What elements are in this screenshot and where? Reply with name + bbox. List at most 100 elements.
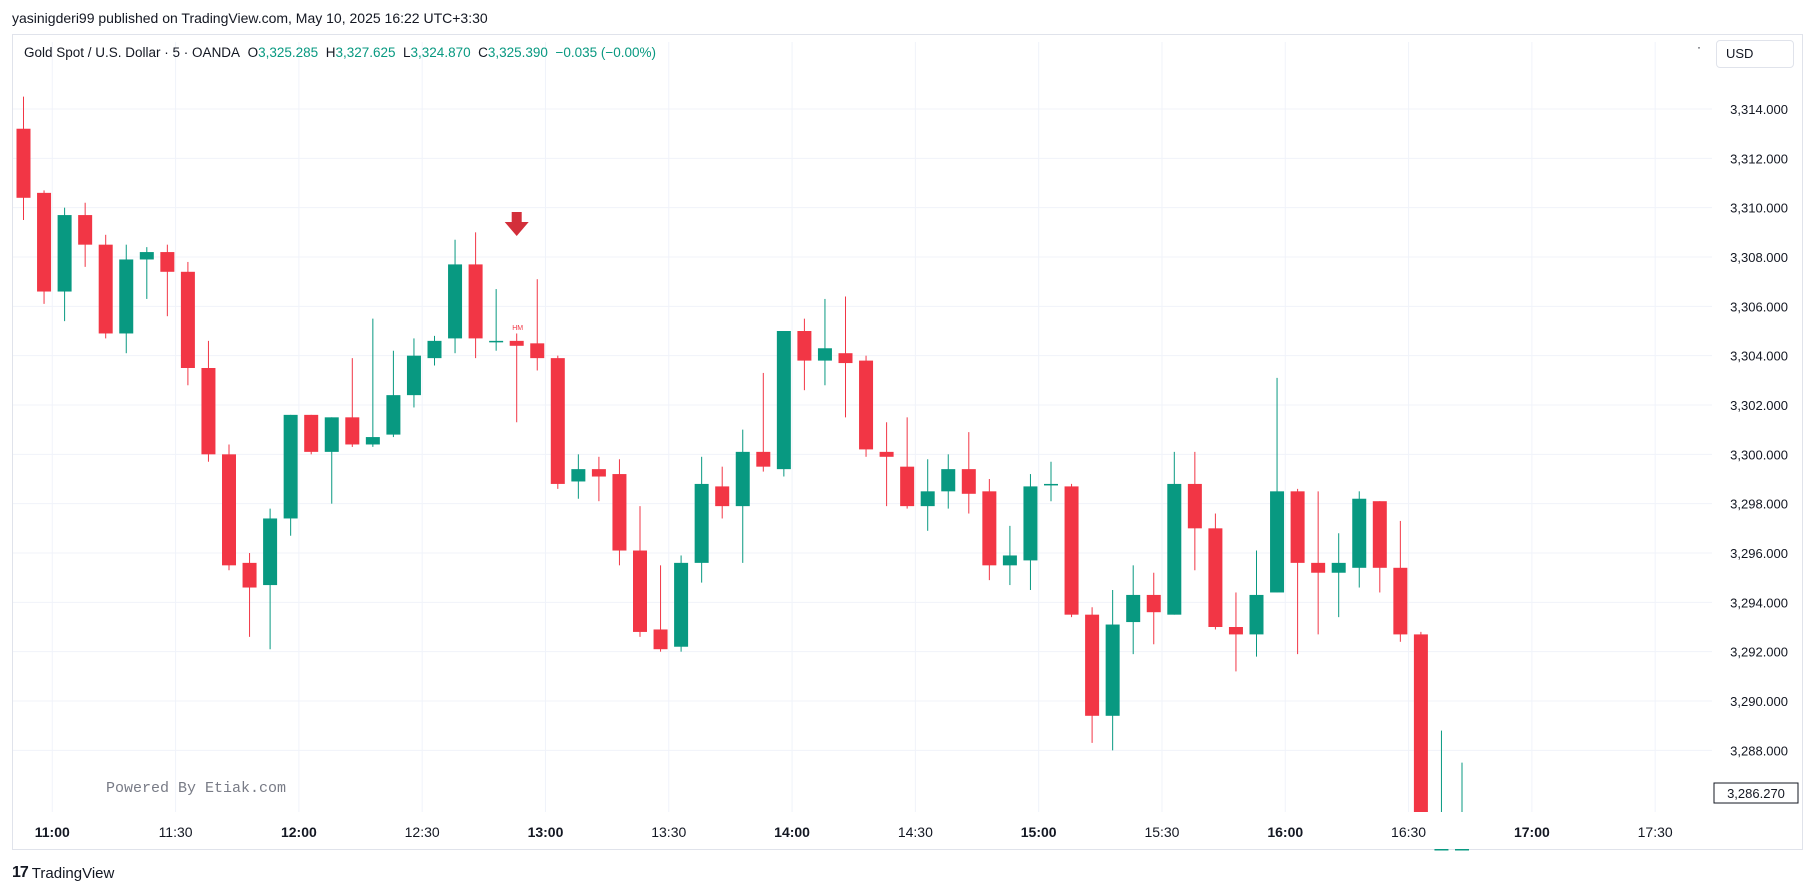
candle[interactable] <box>530 279 545 371</box>
candle[interactable] <box>653 565 668 652</box>
candle-body <box>797 331 812 361</box>
candle[interactable] <box>78 202 93 267</box>
candle[interactable] <box>16 96 31 220</box>
candle[interactable] <box>838 296 853 418</box>
candle[interactable] <box>345 358 360 447</box>
candle[interactable] <box>489 289 504 351</box>
candle[interactable] <box>201 340 216 462</box>
candle-body <box>16 128 31 198</box>
candle[interactable] <box>1331 533 1346 618</box>
candle[interactable] <box>304 414 319 455</box>
time-axis[interactable]: 11:00 11:30 12:00 12:30 13:00 13:30 14:00 14:30… <box>35 824 1673 840</box>
candle[interactable] <box>571 454 586 499</box>
candle[interactable] <box>961 432 976 514</box>
candle[interactable] <box>242 553 257 637</box>
candle[interactable] <box>119 244 134 354</box>
candle[interactable] <box>1393 520 1408 642</box>
symbol-name[interactable]: Gold Spot / U.S. Dollar · 5 · OANDA <box>24 45 241 60</box>
candle[interactable] <box>735 429 750 563</box>
candle-body <box>365 437 380 445</box>
candle[interactable] <box>1228 592 1243 672</box>
candle[interactable] <box>509 333 524 423</box>
candle[interactable] <box>57 207 72 322</box>
candle[interactable] <box>1455 762 1469 851</box>
candle[interactable] <box>776 331 791 477</box>
candle-body <box>78 215 93 245</box>
candle[interactable] <box>1434 730 1449 851</box>
candle[interactable] <box>900 417 915 509</box>
candle-body <box>530 343 545 359</box>
candle[interactable] <box>1311 491 1326 635</box>
candle[interactable] <box>1105 590 1120 751</box>
candle[interactable] <box>180 261 195 386</box>
candle[interactable] <box>633 506 647 637</box>
candle[interactable] <box>1249 550 1264 657</box>
time-tick-label: 15:30 <box>1144 824 1179 840</box>
candle[interactable] <box>1044 461 1058 502</box>
price-axis[interactable]: 3,314.000 3,312.000 3,310.000 3,308.000 3,30… <box>1713 102 1799 804</box>
candle-body <box>1044 483 1058 486</box>
candle-body <box>57 215 72 292</box>
candle[interactable] <box>139 247 154 299</box>
candle[interactable] <box>324 417 339 504</box>
annotation-label: HM <box>512 325 523 332</box>
watermark-text: Powered By Etiak.com <box>106 780 286 797</box>
candle[interactable] <box>879 422 894 507</box>
candle[interactable] <box>550 355 565 489</box>
candle[interactable] <box>222 444 236 571</box>
candle[interactable] <box>715 466 730 519</box>
candle[interactable] <box>427 335 442 366</box>
candle[interactable] <box>406 338 421 408</box>
candle[interactable] <box>859 355 874 457</box>
last-price-tag[interactable] <box>1713 782 1799 804</box>
candle[interactable] <box>1064 483 1079 618</box>
candle-body <box>119 259 134 334</box>
candle[interactable] <box>263 508 278 650</box>
candle[interactable] <box>1352 491 1367 588</box>
candle[interactable] <box>694 456 709 583</box>
candle[interactable] <box>1167 451 1182 615</box>
candle[interactable] <box>1002 525 1017 586</box>
candle-body <box>920 491 935 507</box>
currency-button[interactable]: USD <box>1716 40 1794 68</box>
candle[interactable] <box>448 239 463 354</box>
candle[interactable] <box>1085 607 1100 743</box>
candle[interactable] <box>941 454 956 509</box>
price-tick-label: 3,294.000 <box>1730 595 1788 610</box>
candle[interactable] <box>160 244 175 317</box>
candle[interactable] <box>1270 377 1285 593</box>
candle-body <box>1455 849 1469 851</box>
candle[interactable] <box>468 232 483 359</box>
candle[interactable] <box>1126 565 1141 655</box>
candle[interactable] <box>1023 474 1038 590</box>
candle-body <box>283 414 298 519</box>
candle[interactable] <box>283 414 298 536</box>
candle[interactable] <box>612 459 627 566</box>
candle[interactable] <box>817 298 832 386</box>
time-tick-label: 16:00 <box>1267 824 1303 840</box>
candle[interactable] <box>756 372 771 472</box>
candle[interactable] <box>674 555 689 652</box>
candle[interactable] <box>1187 451 1202 571</box>
candle[interactable] <box>591 456 606 502</box>
candle[interactable] <box>1413 631 1428 812</box>
candle[interactable] <box>98 234 113 339</box>
candle[interactable] <box>37 190 52 304</box>
candle[interactable] <box>1372 501 1387 593</box>
candle-body <box>1208 528 1223 627</box>
candle[interactable] <box>1290 488 1305 655</box>
candle[interactable] <box>386 350 401 438</box>
candle[interactable] <box>1146 572 1161 645</box>
candle-body <box>468 264 483 339</box>
tradingview-logo[interactable]: 17 TradingView <box>12 864 114 882</box>
candle[interactable] <box>1208 513 1223 630</box>
candle[interactable] <box>920 459 935 531</box>
candle[interactable] <box>797 318 812 391</box>
time-tick-label: 13:30 <box>651 824 686 840</box>
candle-body <box>982 491 997 566</box>
candle-body <box>776 331 791 470</box>
candle[interactable] <box>982 479 997 581</box>
candle[interactable] <box>365 318 380 447</box>
candle-body <box>201 368 216 455</box>
